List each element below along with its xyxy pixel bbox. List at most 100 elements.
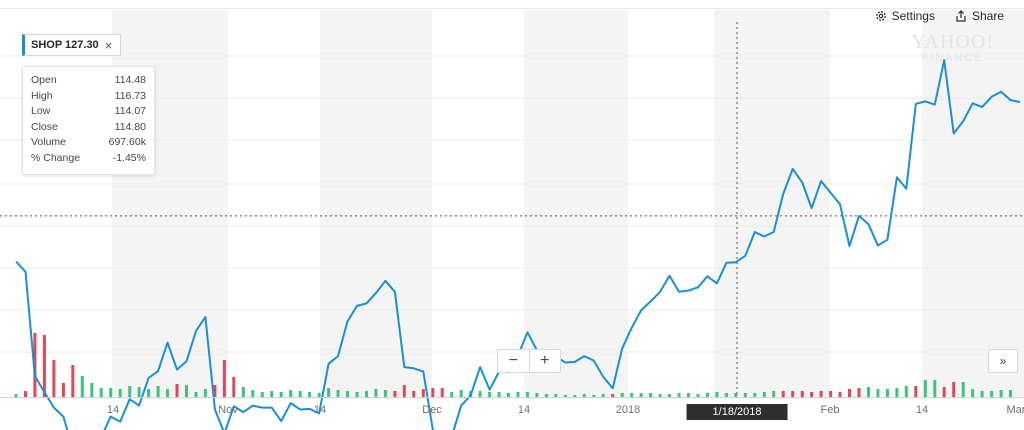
- volume-bar: [734, 393, 738, 397]
- volume-bar: [677, 393, 681, 397]
- settings-label: Settings: [891, 9, 935, 23]
- volume-bar: [535, 393, 539, 397]
- volume-bar: [980, 391, 984, 397]
- volume-bar: [478, 391, 482, 397]
- share-button[interactable]: Share: [955, 9, 1004, 23]
- settings-button[interactable]: Settings: [875, 9, 935, 23]
- volume-bar: [800, 391, 804, 397]
- volume-bar: [355, 392, 359, 397]
- zoom-control: − +: [497, 349, 561, 373]
- volume-bar: [52, 360, 56, 397]
- volume-bar: [289, 390, 293, 397]
- ohlc-label: % Change: [31, 151, 81, 164]
- volume-bar: [365, 391, 368, 397]
- volume-bar: [431, 388, 435, 397]
- ohlc-value: 114.48: [114, 74, 146, 86]
- x-tick-label: 14: [517, 404, 531, 416]
- volume-bar: [696, 394, 700, 397]
- volume-bar: [573, 395, 577, 397]
- volume-bar: [933, 380, 937, 397]
- volume-bar: [270, 391, 274, 397]
- volume-bar: [762, 392, 766, 397]
- chart-toolbar: Settings Share: [875, 9, 1004, 23]
- scroll-forward-button[interactable]: »: [988, 349, 1018, 373]
- volume-bar: [743, 393, 747, 397]
- volume-bar: [336, 390, 340, 397]
- volume-bar: [544, 394, 548, 397]
- volume-bar: [421, 389, 425, 397]
- volume-bar: [819, 391, 823, 397]
- month-band: [320, 10, 432, 396]
- volume-bar: [942, 387, 946, 397]
- volume-bar: [876, 389, 880, 397]
- volume-bar: [24, 391, 27, 397]
- volume-bar: [80, 376, 84, 397]
- volume-bar: [194, 392, 198, 397]
- ohlc-row: % Change -1.45%: [31, 151, 146, 167]
- volume-bar: [118, 389, 122, 397]
- volume-bar: [630, 393, 634, 397]
- volume-bar: [554, 394, 558, 397]
- x-tick-label: Dec: [422, 404, 442, 416]
- volume-bar: [279, 392, 283, 397]
- volume-bar: [14, 394, 18, 397]
- ohlc-label: Low: [31, 105, 51, 118]
- volume-bar: [497, 392, 501, 397]
- ticker-label: SHOP 127.30: [31, 39, 99, 51]
- volume-bar: [658, 394, 662, 397]
- volume-bar: [563, 395, 567, 397]
- ohlc-row: Volume 697.60k: [31, 135, 146, 151]
- ohlc-value: 114.07: [114, 105, 146, 118]
- ohlc-label: Open: [31, 74, 57, 86]
- volume-bar: [166, 389, 169, 397]
- volume-bar: [601, 394, 605, 397]
- volume-bar: [848, 389, 851, 397]
- volume-bar: [791, 391, 795, 397]
- x-tick-label: Mar: [1006, 404, 1024, 416]
- x-tick-label: Nov: [218, 404, 238, 416]
- volume-bar: [952, 382, 956, 397]
- close-icon[interactable]: ×: [104, 37, 113, 53]
- volume-bar: [317, 393, 321, 397]
- volume-bar: [90, 383, 94, 397]
- volume-bar: [109, 388, 113, 397]
- ohlc-row: Low 114.07: [31, 104, 146, 120]
- volume-bar: [137, 387, 141, 397]
- x-tick-label: 2018: [615, 404, 641, 416]
- ohlc-label: Close: [31, 120, 58, 133]
- volume-bar: [128, 386, 132, 397]
- ohlc-row: Close 114.80: [31, 120, 146, 136]
- volume-bar: [611, 394, 615, 397]
- ticker-chip[interactable]: SHOP 127.30 ×: [22, 34, 122, 56]
- top-divider: [0, 8, 1024, 9]
- volume-bar: [895, 388, 899, 397]
- volume-bar: [61, 383, 65, 397]
- volume-bar: [914, 386, 918, 397]
- volume-bar: [203, 389, 207, 397]
- volume-bar: [308, 392, 312, 397]
- volume-bar: [298, 391, 302, 397]
- x-tick-label: 14: [313, 404, 327, 416]
- volume-bar: [829, 391, 833, 397]
- watermark-line2: FINANCE: [921, 52, 984, 64]
- volume-bar: [961, 382, 965, 397]
- x-tick-label: 14: [915, 404, 929, 416]
- volume-bar: [402, 385, 406, 397]
- volume-bar: [156, 386, 160, 397]
- volume-bar: [592, 395, 596, 397]
- volume-bar: [412, 391, 416, 397]
- volume-bar: [222, 360, 226, 397]
- zoom-out-button[interactable]: −: [508, 352, 518, 369]
- volume-bar: [649, 393, 653, 397]
- zoom-in-button[interactable]: +: [528, 350, 561, 372]
- volume-bar: [213, 385, 217, 397]
- volume-bar: [450, 392, 454, 397]
- month-band: [524, 10, 628, 396]
- volume-bar: [393, 391, 397, 397]
- ohlc-value: -1.45%: [112, 151, 146, 164]
- volume-bar: [147, 389, 151, 397]
- volume-bar: [999, 390, 1003, 397]
- x-tick-label: 14: [106, 404, 120, 416]
- volume-bar: [687, 393, 690, 397]
- watermark-line1: YAHOO!: [911, 31, 994, 53]
